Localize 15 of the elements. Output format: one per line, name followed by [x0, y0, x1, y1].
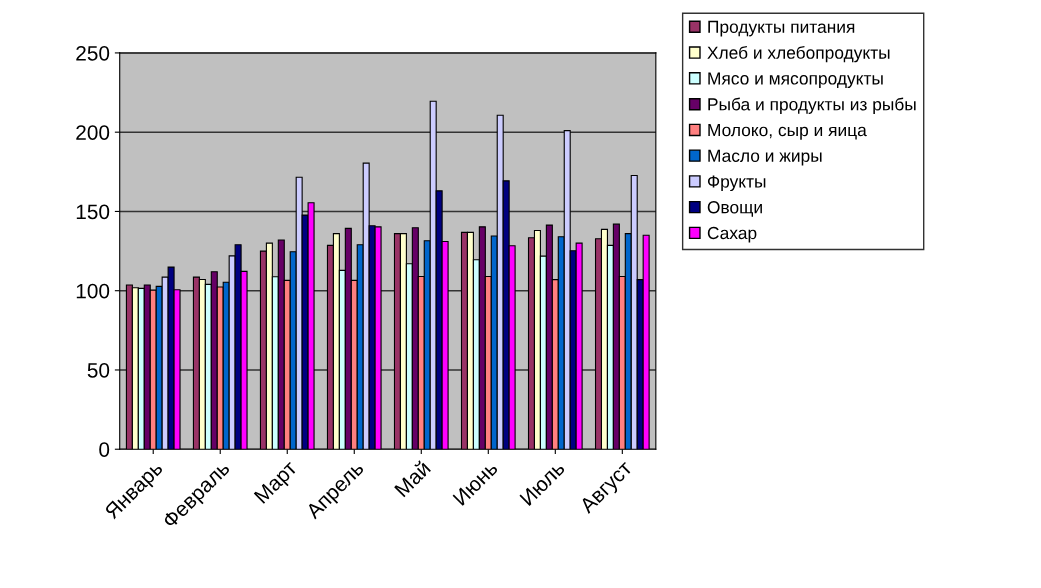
legend-label: Хлеб и хлебопродукты: [707, 45, 890, 63]
legend-label: Масло и жиры: [708, 149, 822, 166]
y-tick-label: 0: [99, 442, 110, 457]
legend-label: Молоко, сыр и яица: [708, 124, 867, 140]
legend-label: Овощи: [707, 201, 762, 217]
y-tick-label: 100: [76, 283, 110, 299]
legend-label: Рыба и продукты из рыбы: [708, 97, 916, 114]
legend-label: Сахар: [707, 226, 757, 243]
legend-label: Продукты питания: [708, 20, 855, 37]
legend-label: Фрукты: [707, 175, 766, 192]
y-tick-label: 150: [76, 204, 110, 220]
legend-label: Мясо и мясопродукты: [708, 72, 883, 89]
y-tick-label: 50: [87, 362, 110, 378]
y-tick-label: 250: [76, 45, 110, 61]
y-tick-label: 200: [76, 125, 110, 140]
